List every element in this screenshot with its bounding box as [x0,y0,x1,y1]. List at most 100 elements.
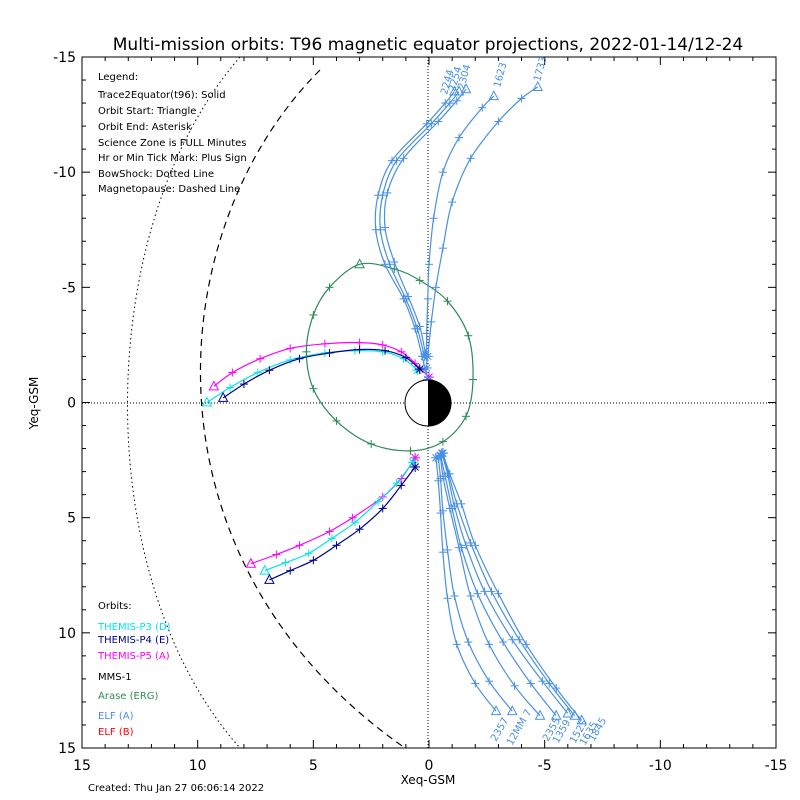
y-tick-label: -15 [53,50,76,66]
tick-mark-plus [468,375,477,384]
series-line [435,457,497,712]
tick-mark-plus [327,534,336,543]
tick-mark-plus [464,331,473,340]
tick-mark-plus [325,527,334,536]
x-tick-label: 15 [73,758,91,774]
tick-mark-plus [348,513,357,522]
orbit-end-marker [410,461,421,472]
orbit-legend-themis-p4: THEMIS-P4 (E) [97,635,169,646]
tick-mark-plus [404,292,413,301]
tick-mark-plus [462,412,471,421]
tick-mark-plus [445,469,454,478]
orbit-legend-arase: Arase (ERG) [98,691,159,702]
y-tick-label: 0 [67,396,76,412]
tick-mark-plus [443,545,452,554]
series-8-group [376,85,465,362]
orbit-end-marker [422,351,433,362]
orbit-start-marker [488,90,500,101]
tick-mark-plus [434,117,443,126]
series-line [222,348,421,399]
orbit-start-marker [460,83,472,94]
tick-mark-plus [302,347,311,356]
tick-mark-plus [471,541,480,550]
legend-line-0: Legend: [98,72,138,83]
series-15-group [435,450,562,720]
tick-mark-plus [325,283,334,292]
tick-mark-plus [304,549,313,558]
y-tick-label: -5 [62,280,76,296]
tick-mark-plus [438,168,447,177]
tick-mark-plus [399,154,408,163]
tick-mark-plus [253,368,262,377]
tick-mark-plus [462,541,471,550]
tick-mark-plus [452,96,461,105]
tick-mark-plus [522,640,531,649]
tick-mark-plus [425,260,433,269]
tick-mark-plus [473,589,482,598]
tick-mark-plus [378,504,387,513]
orbit-start-marker [550,709,562,720]
tick-mark-plus [272,550,281,559]
series-line [374,91,455,380]
series-5-group [264,461,421,584]
legend-line-5: Hr or Min Tick Mark: Plus Sign [98,153,247,164]
tick-mark-plus [457,499,466,508]
tick-mark-plus [295,541,304,550]
tick-mark-plus [309,310,318,319]
tick-mark-plus [392,479,401,488]
earth-night-side [428,380,451,426]
tick-mark-plus [466,154,475,163]
series-line [206,350,418,404]
magnetopause-line [199,69,406,748]
tick-mark-plus [443,297,452,306]
tick-mark-plus [448,198,457,207]
tick-mark-plus [471,679,480,688]
y-axis-ticks: -15 -10 -5 0 5 10 15 [53,50,776,757]
tick-mark-plus [415,276,424,285]
tick-mark-plus [397,347,406,356]
orbits-legend-title: Orbits: [98,601,132,612]
tick-mark-plus [397,481,406,490]
tick-mark-plus [286,344,295,353]
tick-mark-plus [401,353,410,362]
tick-mark-plus [429,214,438,223]
tick-mark-plus [485,677,494,686]
tick-mark-plus [517,94,526,103]
tick-mark-plus [445,99,454,108]
tick-mark-plus [411,359,420,368]
series-17-group [437,448,581,720]
tick-mark-plus [265,366,274,375]
tick-mark-plus [376,225,385,234]
series-18-group [437,448,588,725]
tick-mark-plus [422,329,431,338]
tick-mark-plus [538,677,547,686]
orbit-start-marker [354,258,365,269]
series-line [383,88,467,355]
tick-mark-plus [480,587,489,596]
tick-mark-plus [438,548,447,557]
tick-mark-plus [350,518,359,527]
tick-mark-plus [392,156,401,165]
tick-mark-plus [350,346,359,355]
tick-mark-plus [545,679,554,688]
tick-mark-plus [450,591,459,600]
orbit-start-marker [259,564,271,575]
orbit-start-marker [245,557,257,568]
legend-line-4: Science Zone is FULL Minutes [98,138,247,149]
tick-mark-plus [515,635,524,644]
orbit-end-marker [437,448,448,459]
series-line [440,455,541,717]
tick-mark-plus [466,539,475,548]
tick-mark-plus [256,354,265,363]
tick-mark-plus [383,188,392,197]
tick-mark-plus [378,340,387,349]
tick-mark-plus [487,587,496,596]
x-tick-label: -15 [765,758,788,774]
orbit-start-marker [576,714,588,725]
x-axis-label: Xeq-GSM [401,773,456,787]
series-16-group [436,448,574,718]
tick-mark-plus [355,338,364,347]
orbit-start-marker [490,705,502,716]
